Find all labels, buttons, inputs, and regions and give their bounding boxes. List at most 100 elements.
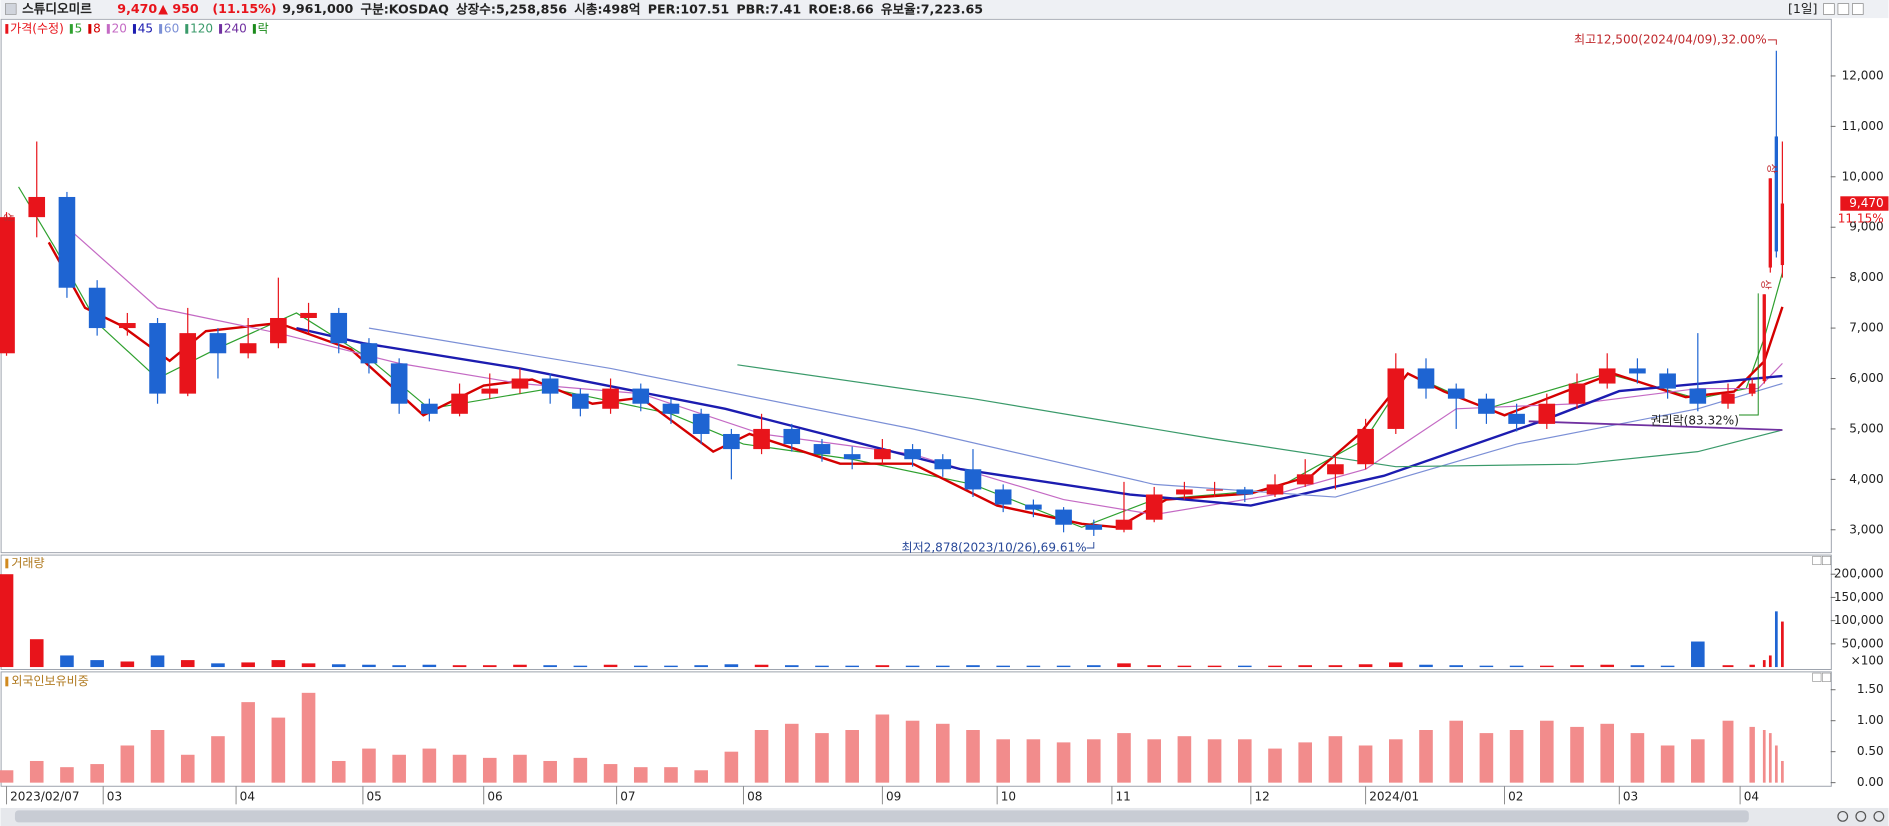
y-tick-label: 6,000 [1849, 371, 1883, 385]
scroll-thumb[interactable] [14, 810, 1749, 823]
bar [1419, 730, 1433, 783]
candle-body [1689, 388, 1707, 404]
window-min[interactable] [1823, 3, 1835, 15]
candle-body [1115, 519, 1133, 530]
bar [1389, 739, 1403, 783]
pane-button[interactable] [1821, 555, 1832, 566]
candle-body [1762, 294, 1766, 382]
bar [1722, 665, 1734, 668]
candle-body [239, 343, 257, 354]
bar [1419, 664, 1433, 668]
candle-body [330, 312, 348, 344]
bar [120, 745, 135, 783]
bar [1509, 665, 1524, 668]
legend-entry: 45 [138, 21, 153, 35]
zoom-out[interactable] [1855, 810, 1867, 822]
bar [1147, 739, 1161, 783]
window-close[interactable] [1852, 3, 1864, 15]
bar [603, 664, 618, 668]
legend-swatch [106, 24, 110, 34]
bar [1177, 736, 1192, 783]
candle-body [1659, 373, 1676, 389]
candle-body [360, 343, 378, 364]
legend-swatch [69, 24, 73, 34]
pane-button[interactable] [1812, 555, 1822, 566]
y-tick-label: 9,000 [1849, 220, 1883, 234]
bar [211, 663, 225, 668]
bar [875, 665, 890, 668]
candle-body [874, 449, 891, 460]
bar [1660, 665, 1675, 668]
candle-body [28, 196, 46, 218]
bar [845, 730, 859, 783]
pane-title: 외국인보유비중 [11, 674, 88, 688]
y-tick-label: 7,000 [1849, 321, 1883, 335]
candle-body [511, 378, 529, 389]
window-max[interactable] [1837, 3, 1850, 15]
bar [1570, 726, 1584, 783]
y-tick-label: 1.50 [1857, 682, 1884, 696]
pane-button[interactable] [1821, 672, 1832, 682]
x-tick-label: 03 [1623, 790, 1638, 804]
stock-volume: 9,961,000 [282, 1, 353, 16]
pane-button[interactable] [1812, 672, 1822, 682]
bar [996, 665, 1010, 668]
bar [1691, 641, 1705, 668]
period-button[interactable]: [1일] [1788, 1, 1818, 16]
zoom-in[interactable] [1837, 810, 1849, 822]
zoom-reset[interactable] [1873, 810, 1885, 822]
candle-body [1538, 403, 1556, 424]
bar [754, 730, 769, 783]
legend-entry: 240 [224, 21, 247, 35]
bar [996, 739, 1010, 783]
legend-entry: 60 [164, 21, 179, 35]
y-tick-label: 8,000 [1849, 270, 1883, 284]
candle-body [572, 393, 589, 409]
candle-body [662, 403, 680, 414]
menu-icon[interactable] [5, 3, 17, 15]
candle-body [753, 428, 770, 450]
candle-body [1721, 393, 1735, 404]
candle-body [451, 393, 468, 414]
legend-swatch [88, 24, 92, 34]
candle-body [1387, 368, 1405, 429]
candle-body [1478, 398, 1495, 414]
bar [543, 665, 557, 668]
info-item: 구분:KOSDAQ [361, 1, 450, 16]
bar [90, 660, 104, 668]
bar [1207, 665, 1222, 668]
bar [633, 767, 648, 783]
candle-body [843, 454, 861, 460]
bar [1358, 664, 1373, 668]
low-annotation: 최저2,878(2023/10/26),69.61% [902, 540, 1087, 554]
bar [1328, 665, 1343, 668]
bar [1630, 665, 1645, 668]
candle-body [1768, 178, 1772, 268]
candle-body [1780, 203, 1785, 266]
bar [1691, 739, 1705, 783]
legend-entry: 8 [93, 21, 101, 35]
bar [180, 754, 195, 783]
x-tick-label: 02 [1508, 790, 1523, 804]
bar [1630, 733, 1645, 783]
bar [784, 723, 799, 783]
bar [241, 702, 255, 783]
candle-body [1085, 524, 1103, 530]
candle-body [813, 444, 831, 455]
bar [1600, 723, 1615, 783]
stock-change-pct: (11.15%) [212, 1, 276, 16]
bar [1449, 720, 1464, 783]
bar [1722, 720, 1734, 783]
bar [784, 665, 799, 668]
candle-body [1327, 464, 1344, 475]
x-tick-label: 10 [1001, 790, 1016, 804]
last-price-box [1840, 196, 1889, 211]
bar [1147, 665, 1161, 668]
bar [482, 757, 497, 783]
candle-body [421, 403, 438, 414]
info-item: ROE:8.66 [808, 1, 873, 16]
y-tick-label: 0.50 [1857, 744, 1884, 758]
bar [815, 733, 829, 783]
info-item: 시총:498억 [574, 1, 640, 16]
candle-body [1748, 383, 1756, 394]
